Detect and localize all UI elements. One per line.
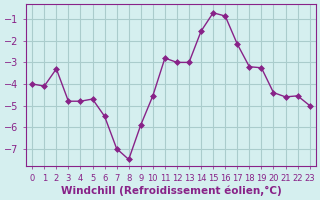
X-axis label: Windchill (Refroidissement éolien,°C): Windchill (Refroidissement éolien,°C) bbox=[60, 185, 281, 196]
